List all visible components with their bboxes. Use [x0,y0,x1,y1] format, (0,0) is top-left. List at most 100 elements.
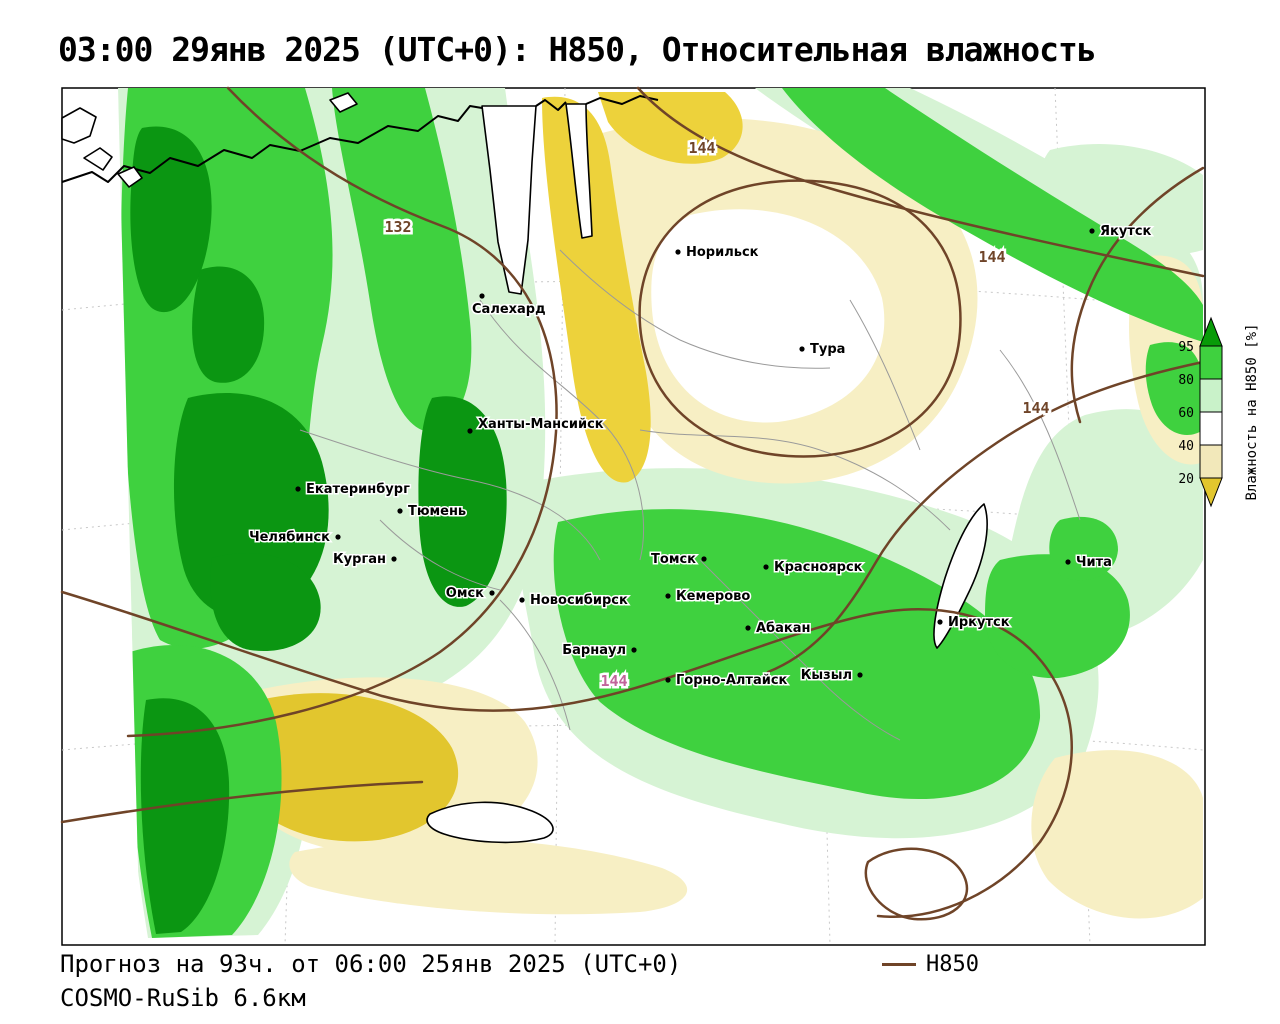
city-label: Абакан [756,621,811,636]
city-dot [675,249,681,255]
height-contour [60,780,424,824]
city-dot [519,597,525,603]
city-label: Омск [446,586,484,601]
ob-bay [481,105,537,295]
height-contour [636,86,1205,278]
colorbar-tick-label: 60 [1178,406,1194,421]
city-marker: Кемерово [665,588,752,606]
city-dot [489,590,495,596]
city-marker: Томск [650,551,707,569]
city-marker: Горно-Алтайск [665,672,789,690]
city-marker: Красноярск [763,559,864,577]
lake-south [426,801,554,844]
city-dot [397,508,403,514]
humidity-region [985,554,1130,679]
city-marker: Тюмень [397,503,468,521]
contour-value-label: 132 [384,218,411,236]
humidity-region [289,838,688,915]
map-title: 03:00 29янв 2025 (UTC+0): H850, Относите… [58,30,1097,69]
city-marker: Абакан [745,620,812,638]
city-markers: Норильск Якутск Салехард Тура Ханты-Мансийск… [248,223,1153,690]
city-marker: Тура [799,341,847,359]
city-marker: Омск [444,585,495,603]
contour-line-legend: H850 [882,952,979,977]
colorbar-tick-label: 95 [1178,340,1194,355]
city-dot [665,593,671,599]
height-contour [60,590,1073,918]
humidity-region [418,396,507,607]
humidity-region [651,209,885,423]
city-dot [479,293,485,299]
island [83,147,113,171]
contour-value-label: 144 [978,248,1005,266]
colorbar-ticks: 95 80 60 40 20 [1178,340,1194,487]
city-label: Красноярск [774,560,863,575]
humidity-region [1031,750,1203,919]
contour-value-label: 144 [1022,399,1049,417]
humidity-region [210,553,321,652]
city-label: Норильск [686,245,759,260]
humidity-region [332,88,472,432]
city-dot [665,677,671,683]
city-dot [1089,228,1095,234]
arctic-coastline [61,105,483,183]
city-dot [745,625,751,631]
city-marker: Норильск [675,244,760,262]
colorbar-tick-label: 80 [1178,373,1194,388]
contour-line-sample [882,963,916,966]
city-marker: Новосибирск [519,592,629,610]
city-marker: Иркутск [937,614,1011,632]
city-dot [1065,559,1071,565]
city-marker: Салехард [471,293,547,319]
humidity-region [192,266,265,383]
humidity-region [231,693,459,842]
city-label: Курган [333,552,386,567]
city-dot [937,619,943,625]
region-boundaries [299,249,1081,741]
humidity-region [542,96,651,483]
city-dot [295,486,301,492]
humidity-region [140,698,230,934]
city-dot [467,428,473,434]
contour-value-label: 144 [688,139,715,157]
city-label: Кемерово [676,589,750,604]
city-label: Чита [1076,555,1112,570]
coastlines [61,92,988,844]
colorbar-tick-label: 20 [1178,472,1194,487]
city-marker: Ханты-Мансийск [467,416,605,434]
city-label: Екатеринбург [306,482,410,497]
city-dot [799,346,805,352]
humidity-region [1049,516,1118,581]
city-dot [701,556,707,562]
colorbar-segments [1199,316,1223,508]
city-label: Челябинск [249,530,330,545]
humidity-region [782,88,1203,342]
city-label: Тюмень [408,504,466,519]
city-marker: Курган [332,551,397,569]
coastline-segment [535,99,567,111]
city-marker: Барнаул [561,642,637,660]
colorbar-segment [1199,411,1223,446]
colorbar-segment [1199,345,1223,380]
height-contour [638,179,962,458]
city-marker: Челябинск [248,529,341,547]
colorbar-label: Влажность на H850 [%] [1244,323,1260,500]
city-label: Новосибирск [530,593,628,608]
city-dot [857,672,863,678]
city-dot [631,647,637,653]
city-label: Томск [651,552,696,567]
island [329,92,358,113]
city-marker: Кызыл [799,667,863,685]
city-label: Якутск [1100,224,1152,239]
forecast-info: Прогноз на 93ч. от 06:00 25янв 2025 (UTC… [60,950,682,978]
colorbar: 95 80 60 40 20 Влажность на H850 [%] [1178,316,1260,508]
humidity-region [553,509,1041,800]
height-contours [60,86,1205,921]
city-label: Тура [810,342,845,357]
contour-value-label: 144 [600,672,627,690]
city-label: Иркутск [948,615,1010,630]
city-dot [335,534,341,540]
colorbar-segment [1199,444,1223,479]
island [61,107,97,144]
